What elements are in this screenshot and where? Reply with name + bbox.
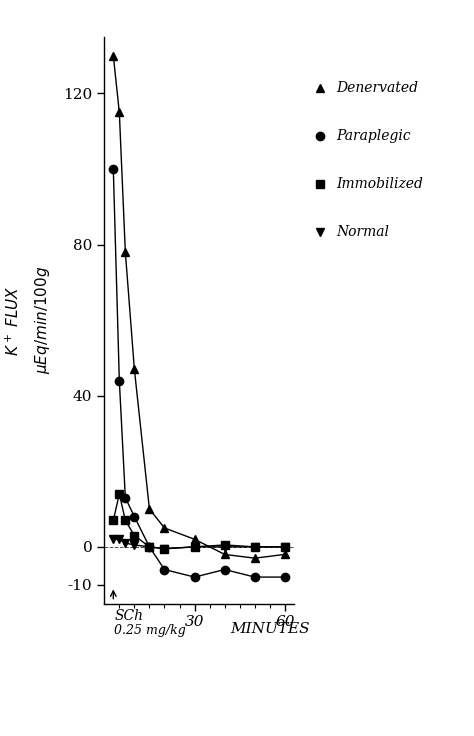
- Text: 0.25 mg/kg: 0.25 mg/kg: [114, 624, 186, 637]
- Text: Immobilized: Immobilized: [337, 177, 423, 191]
- Text: Paraplegic: Paraplegic: [337, 129, 411, 144]
- Text: MINUTES: MINUTES: [231, 623, 310, 637]
- Text: Denervated: Denervated: [337, 81, 419, 96]
- Text: Normal: Normal: [337, 224, 390, 239]
- Text: SCh: SCh: [114, 609, 143, 623]
- Y-axis label: $K^+$ $FLUX$
$\mu Eq/min/100g$: $K^+$ $FLUX$ $\mu Eq/min/100g$: [5, 266, 52, 375]
